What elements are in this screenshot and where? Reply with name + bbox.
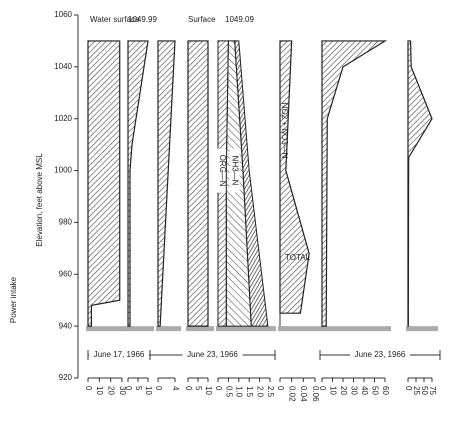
x-tick-label: 25 [412,386,421,395]
x-tick-label: 1.0 [235,386,244,398]
y-tick-label: 980 [59,218,73,227]
profile-area [279,40,310,314]
annotation: 1049.09 [225,15,254,24]
x-tick-label: 30 [349,386,358,395]
profile-area [407,40,433,327]
profile-area [187,40,209,327]
x-tick-label: 0 [276,386,285,391]
x-tick-label: 30 [118,386,127,395]
profile-area [157,40,176,327]
sediment [126,326,154,332]
x-tick-label: 0.06 [311,386,320,402]
profile-area [87,40,121,327]
sediment [406,326,438,332]
sediment [186,326,214,332]
y-tick-label: 1040 [54,62,72,71]
y-tick-label: 1060 [54,10,72,19]
x-tick-label: 10 [144,386,153,395]
date-label: June 23, 1966 [355,350,406,359]
date-label: June 17, 1966 [94,350,145,359]
date-bg [182,349,243,361]
x-tick-label: 20 [339,386,348,395]
x-tick-label: 5 [134,386,143,391]
x-tick-label: 0.02 [288,386,297,402]
profile-area [127,40,149,327]
series-label: NH3—N [231,156,240,186]
x-tick-label: 10 [328,386,337,395]
x-tick-label: 4 [171,386,180,391]
x-tick-label: 1.5 [245,386,254,398]
x-tick-label: 10 [95,386,104,395]
sediment [86,326,128,332]
x-tick-label: 0 [184,386,193,391]
x-tick-label: 0 [124,386,133,391]
x-tick-label: 0 [214,386,223,391]
x-tick-label: 60 [381,386,390,395]
x-tick-label: 0 [318,386,327,391]
label-bg [229,148,240,193]
date-label: June 23, 1966 [187,350,238,359]
x-tick-label: 40 [360,386,369,395]
note: Power intake [9,276,18,323]
y-tick-label: 920 [59,373,73,382]
label-bg [217,148,228,193]
x-tick-label: 0.04 [299,386,308,402]
x-tick-label: 2.0 [255,386,264,398]
sediment [278,326,321,332]
date-bg [89,349,149,361]
sediment [216,326,276,332]
x-tick-label: 75 [428,386,437,395]
x-tick-label: 5 [194,386,203,391]
x-tick-label: 20 [107,386,116,395]
y-tick-label: 1000 [54,166,72,175]
x-tick-label: 50 [420,386,429,395]
y-axis-label: Elevation, feet above MSL [35,153,44,247]
x-tick-label: 0 [154,386,163,391]
stack-area [234,40,269,327]
sediment [320,326,391,332]
annotation: Water surface [90,15,140,24]
x-tick-label: 0.5 [224,386,233,398]
x-tick-label: 2.5 [266,386,275,398]
sediment [156,326,181,332]
x-tick-label: 10 [204,386,213,395]
annotation: 1049.99 [128,15,157,24]
date-bg [350,349,410,361]
x-tick-label: 0 [84,386,93,391]
y-tick-label: 940 [59,321,73,330]
profile-area [321,40,388,327]
x-tick-label: 0 [404,386,413,391]
annotation: Surface [188,15,216,24]
y-tick-label: 1020 [54,114,72,123]
series-label: ORG—N [218,155,227,187]
x-tick-label: 50 [370,386,379,395]
y-tick-label: 960 [59,269,73,278]
